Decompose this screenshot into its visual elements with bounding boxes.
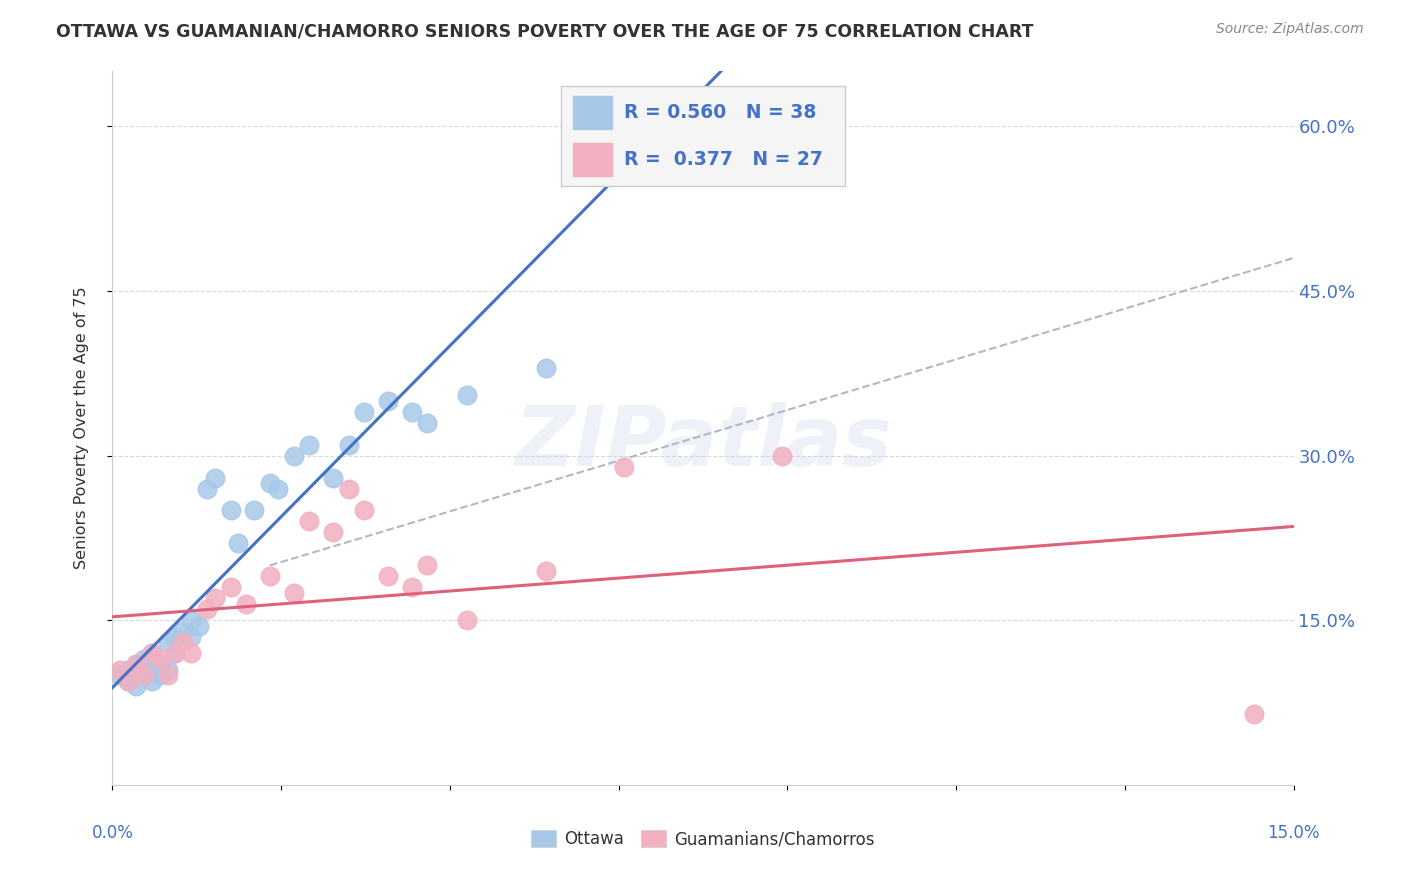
Point [456, 388, 478, 402]
Point [283, 586, 305, 600]
Point [149, 657, 172, 672]
Point [110, 663, 132, 677]
Text: 15.0%: 15.0% [1267, 824, 1320, 842]
Point [401, 405, 423, 419]
Point [456, 613, 478, 627]
Point [204, 470, 226, 484]
Point [125, 679, 148, 693]
Point [219, 503, 242, 517]
Point [156, 663, 179, 677]
Point [337, 482, 360, 496]
Point [141, 646, 163, 660]
Point [195, 482, 218, 496]
Point [117, 673, 139, 688]
Point [172, 635, 194, 649]
Point [228, 536, 250, 550]
Point [141, 673, 163, 688]
Text: 0.0%: 0.0% [91, 824, 134, 842]
Point [172, 624, 194, 639]
Point [574, 97, 596, 112]
Point [180, 646, 202, 660]
Point [353, 405, 375, 419]
Point [132, 668, 155, 682]
Point [322, 525, 344, 540]
Point [401, 580, 423, 594]
Point [149, 668, 172, 682]
Text: OTTAWA VS GUAMANIAN/CHAMORRO SENIORS POVERTY OVER THE AGE OF 75 CORRELATION CHAR: OTTAWA VS GUAMANIAN/CHAMORRO SENIORS POV… [56, 22, 1033, 40]
Point [353, 503, 375, 517]
Point [322, 470, 344, 484]
Point [125, 657, 148, 672]
Point [149, 651, 172, 665]
Point [132, 651, 155, 665]
Point [283, 449, 305, 463]
Point [165, 646, 187, 660]
Point [337, 437, 360, 451]
Point [259, 476, 281, 491]
Point [377, 393, 399, 408]
Y-axis label: Seniors Poverty Over the Age of 75: Seniors Poverty Over the Age of 75 [75, 287, 89, 569]
Point [165, 646, 187, 660]
Point [298, 437, 321, 451]
Point [219, 580, 242, 594]
Point [141, 646, 163, 660]
Point [1243, 706, 1265, 721]
Point [416, 416, 439, 430]
Point [534, 360, 557, 375]
Point [156, 635, 179, 649]
Point [132, 668, 155, 682]
Point [117, 663, 139, 677]
Point [141, 663, 163, 677]
Point [267, 482, 290, 496]
Point [125, 657, 148, 672]
Point [534, 564, 557, 578]
Point [156, 668, 179, 682]
Text: ZIPatlas: ZIPatlas [515, 402, 891, 483]
Point [195, 602, 218, 616]
Point [165, 630, 187, 644]
Point [188, 619, 211, 633]
Point [416, 558, 439, 573]
Legend: Ottawa, Guamanians/Chamorros: Ottawa, Guamanians/Chamorros [524, 823, 882, 855]
Point [117, 673, 139, 688]
Point [180, 613, 202, 627]
Point [180, 630, 202, 644]
Point [243, 503, 266, 517]
Point [377, 569, 399, 583]
Point [613, 459, 636, 474]
Point [298, 515, 321, 529]
Point [770, 449, 793, 463]
Point [235, 597, 257, 611]
Point [204, 591, 226, 606]
Text: Source: ZipAtlas.com: Source: ZipAtlas.com [1216, 22, 1364, 37]
Point [110, 668, 132, 682]
Point [259, 569, 281, 583]
